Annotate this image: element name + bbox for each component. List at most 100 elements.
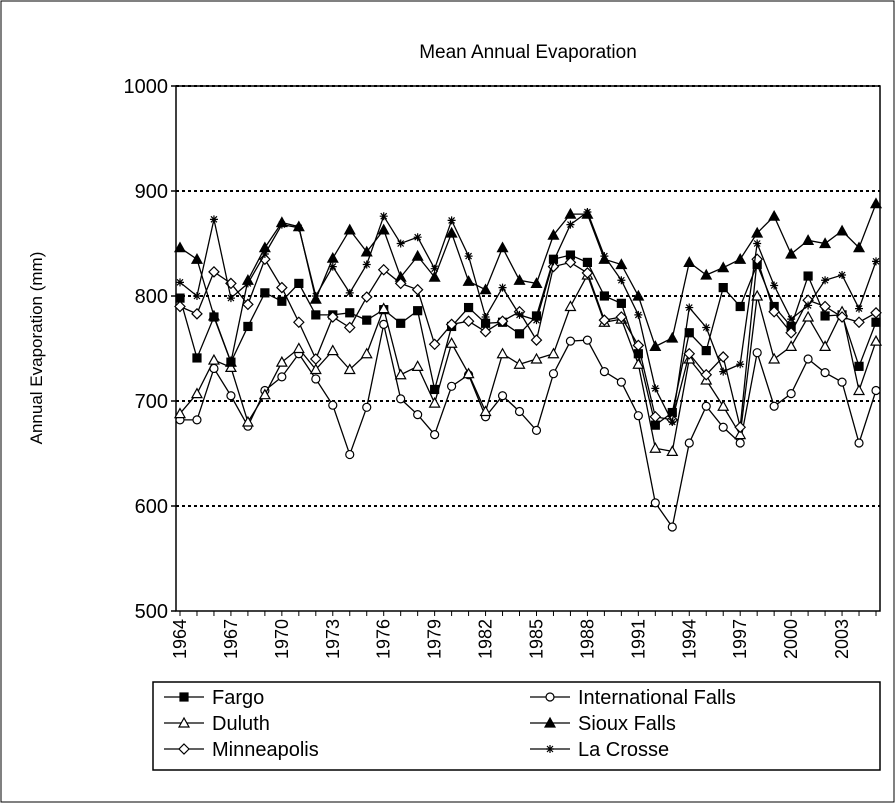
marker	[243, 321, 253, 332]
marker	[685, 303, 694, 312]
marker	[855, 304, 864, 313]
marker	[564, 207, 577, 219]
marker	[173, 241, 187, 253]
marker	[447, 216, 456, 225]
marker	[362, 315, 372, 325]
marker	[632, 339, 645, 352]
marker	[702, 323, 711, 332]
data-point	[701, 401, 711, 411]
marker	[241, 415, 254, 427]
marker	[513, 274, 526, 285]
data-point	[770, 281, 779, 290]
y-axis-label: Annual Evaporation (mm)	[27, 252, 46, 445]
marker	[258, 388, 271, 400]
data-point	[702, 323, 711, 332]
marker	[853, 241, 866, 253]
marker	[683, 256, 696, 267]
marker	[445, 318, 458, 331]
data-point	[345, 288, 354, 297]
data-point	[634, 310, 643, 319]
data-point	[514, 406, 525, 417]
data-point	[326, 344, 339, 356]
marker	[718, 422, 728, 432]
data-point	[870, 306, 882, 319]
marker	[177, 716, 191, 728]
data-point	[530, 277, 543, 288]
data-point	[853, 384, 866, 396]
data-point	[853, 316, 865, 329]
data-point	[377, 302, 390, 314]
legend-marker	[179, 692, 189, 702]
data-point	[463, 302, 474, 313]
marker	[343, 363, 356, 375]
marker	[837, 377, 847, 387]
marker	[530, 352, 543, 364]
series-line	[179, 257, 877, 428]
data-point	[243, 279, 252, 288]
data-point	[734, 421, 747, 434]
data-point	[599, 291, 609, 301]
data-point	[513, 358, 526, 369]
data-point	[717, 400, 730, 411]
chart-title: Mean Annual Evaporation	[419, 42, 637, 63]
data-point	[343, 223, 356, 235]
marker	[328, 400, 338, 410]
data-point	[345, 449, 355, 460]
marker	[343, 223, 356, 235]
data-point	[345, 308, 355, 318]
marker	[549, 257, 558, 266]
data-point	[362, 315, 372, 325]
marker	[530, 334, 543, 346]
data-point	[481, 313, 490, 321]
marker	[224, 361, 237, 372]
data-point	[582, 257, 593, 267]
data-point	[532, 316, 541, 325]
marker	[173, 407, 187, 419]
marker	[209, 215, 218, 224]
data-point	[292, 316, 305, 329]
legend-label: Duluth	[212, 713, 270, 735]
marker	[311, 310, 321, 320]
marker	[515, 310, 524, 319]
marker	[634, 310, 643, 319]
data-point	[548, 369, 559, 379]
data-point	[582, 335, 593, 345]
marker	[462, 315, 475, 328]
data-point	[192, 353, 202, 363]
marker	[496, 347, 509, 359]
data-point	[242, 298, 254, 311]
marker	[632, 358, 645, 369]
marker	[497, 391, 508, 401]
legend	[152, 681, 881, 771]
marker	[428, 338, 441, 351]
marker	[803, 354, 813, 364]
marker	[838, 271, 847, 279]
marker	[802, 234, 815, 245]
data-point	[191, 308, 203, 320]
marker	[819, 300, 831, 313]
data-point	[549, 257, 558, 266]
marker	[208, 266, 220, 278]
data-point	[411, 249, 424, 261]
marker	[836, 311, 848, 323]
x-tick-label: 1997	[730, 619, 750, 659]
data-point	[173, 241, 187, 253]
data-point	[362, 402, 372, 412]
marker	[428, 396, 441, 408]
data-point	[685, 303, 694, 312]
data-point	[803, 354, 813, 364]
marker	[786, 389, 796, 399]
x-tick-label: 1973	[323, 619, 343, 659]
marker	[768, 305, 780, 318]
marker	[734, 253, 747, 264]
data-point	[871, 317, 881, 327]
legend-label: International Falls	[578, 687, 736, 709]
marker	[447, 381, 457, 391]
data-point	[190, 253, 203, 264]
data-point	[260, 250, 269, 258]
data-point	[428, 396, 441, 408]
data-point	[275, 355, 288, 367]
data-point	[785, 247, 798, 259]
marker	[445, 226, 458, 238]
series	[174, 253, 882, 434]
